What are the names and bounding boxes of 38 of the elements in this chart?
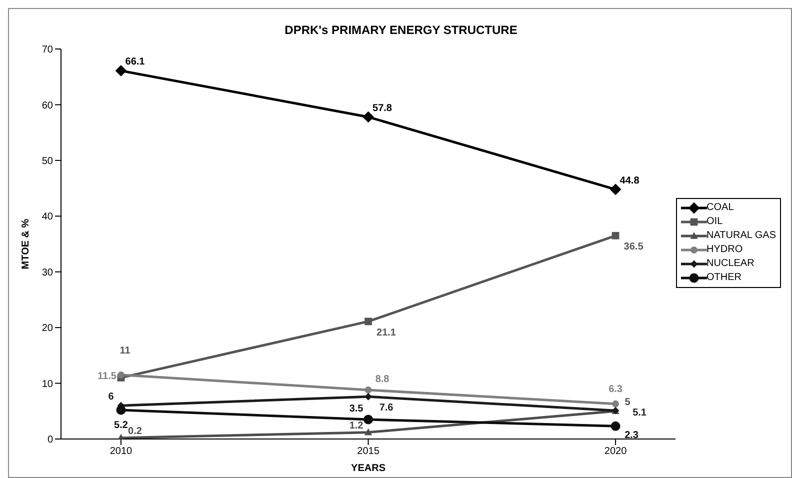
data-label: 11 bbox=[120, 346, 131, 357]
data-label: 6.3 bbox=[608, 384, 623, 395]
x-axis-title: YEARS bbox=[351, 463, 386, 474]
data-label: 66.1 bbox=[125, 56, 146, 68]
data-label: 8.8 bbox=[375, 374, 390, 385]
data-label: 44.8 bbox=[620, 175, 640, 186]
data-label: 21.1 bbox=[376, 327, 396, 338]
x-tick-label: 2010 bbox=[110, 446, 133, 458]
data-label: 3.5 bbox=[349, 404, 364, 414]
data-label: 2.3 bbox=[624, 430, 639, 442]
legend-label: OTHER bbox=[706, 271, 742, 285]
data-label: 0.2 bbox=[128, 426, 142, 437]
chart-title: DPRK's PRIMARY ENERGY STRUCTURE bbox=[284, 23, 518, 37]
data-label: 7.6 bbox=[379, 402, 394, 414]
legend-label: HYDRO bbox=[706, 243, 743, 257]
data-label: 5.2 bbox=[114, 420, 128, 432]
data-label: 36.5 bbox=[624, 242, 644, 253]
data-label: 11.5 bbox=[98, 370, 117, 382]
y-tick-label: 40 bbox=[42, 212, 54, 223]
legend-label: NUCLEAR bbox=[706, 257, 754, 271]
data-label: 5 bbox=[624, 397, 631, 408]
y-axis-title: MTOE & % bbox=[20, 218, 32, 270]
data-label: 57.8 bbox=[372, 102, 392, 114]
y-tick-label: 70 bbox=[42, 44, 54, 56]
legend-label: COAL bbox=[706, 201, 734, 215]
data-label: 5.1 bbox=[632, 408, 647, 419]
y-tick-label: 60 bbox=[42, 100, 54, 112]
legend-label: NATURAL GAS bbox=[706, 229, 776, 243]
legend-label: OIL bbox=[706, 215, 723, 229]
data-label: 1.2 bbox=[349, 420, 364, 432]
y-tick-label: 20 bbox=[42, 323, 54, 334]
y-tick-label: 30 bbox=[42, 267, 54, 278]
y-tick-label: 10 bbox=[42, 378, 54, 390]
x-tick-label: 2015 bbox=[357, 446, 380, 458]
y-tick-label: 50 bbox=[42, 156, 54, 167]
data-label: 6 bbox=[108, 392, 114, 403]
x-tick-label: 2020 bbox=[604, 446, 628, 458]
y-tick-label: 0 bbox=[47, 434, 54, 446]
